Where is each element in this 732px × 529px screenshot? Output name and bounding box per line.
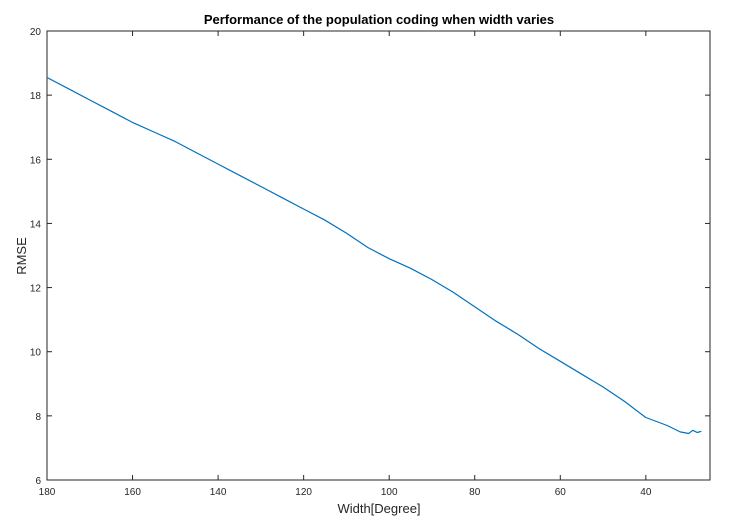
x-tick-label: 80: [469, 487, 481, 498]
y-tick-label: 14: [30, 219, 42, 230]
y-tick-label: 8: [35, 412, 41, 423]
x-axis-label: Width[Degree]: [337, 501, 420, 516]
x-tick-label: 180: [39, 487, 56, 498]
plot-area: [46, 30, 711, 481]
y-tick-label: 16: [30, 155, 42, 166]
x-tick-label: 100: [381, 487, 398, 498]
y-tick-label: 12: [30, 284, 42, 295]
series-line-rmse: [46, 76, 702, 435]
x-tick-label: 60: [555, 487, 567, 498]
x-tick-label: 160: [124, 487, 141, 498]
x-tick-label: 120: [295, 487, 312, 498]
x-axis-ticks: 180 160 140 120 100 80 60 40: [39, 31, 652, 498]
chart-title: Performance of the population coding whe…: [204, 12, 554, 27]
y-tick-label: 20: [30, 27, 42, 38]
y-tick-label: 10: [30, 348, 42, 359]
y-tick-label: 18: [30, 91, 42, 102]
y-axis-label: RMSE: [14, 237, 29, 275]
x-tick-label: 140: [210, 487, 227, 498]
y-tick-label: 6: [35, 476, 41, 487]
y-axis-ticks: 6 8 10 12 14 16 18 20: [30, 27, 710, 487]
x-tick-label: 40: [640, 487, 652, 498]
